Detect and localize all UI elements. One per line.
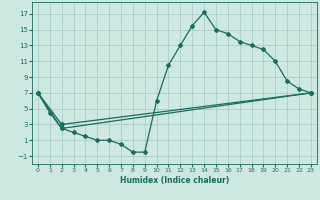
X-axis label: Humidex (Indice chaleur): Humidex (Indice chaleur) [120,176,229,185]
